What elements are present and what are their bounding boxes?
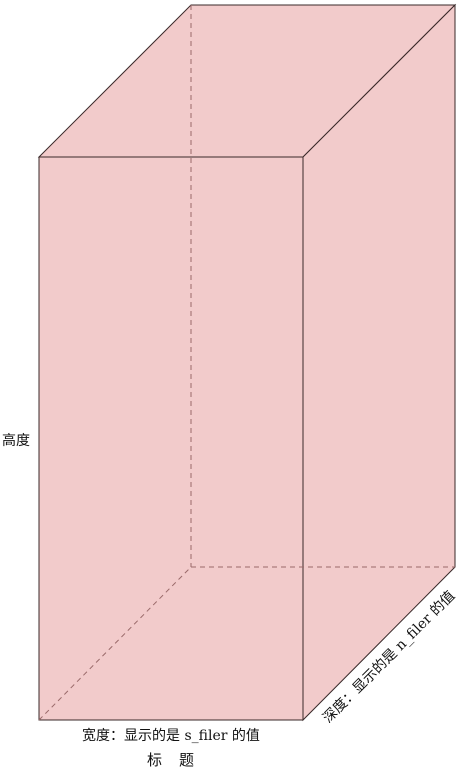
height-label: 高度 [2, 432, 30, 449]
width-label: 宽度：显示的是 s_filer 的值 [82, 727, 260, 744]
diagram-title: 标 题 [147, 751, 195, 769]
front-face [38, 156, 304, 721]
